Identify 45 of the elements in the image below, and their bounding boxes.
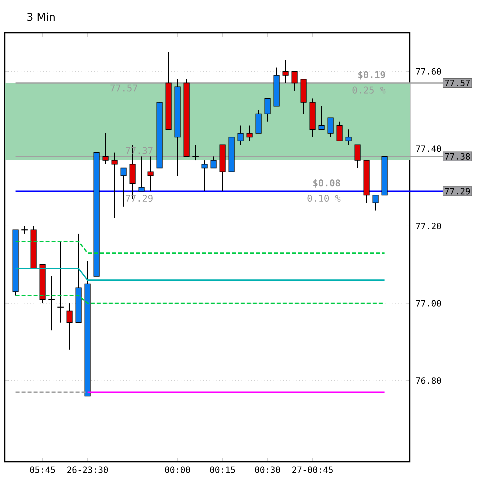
candlestick (282, 60, 289, 84)
candlestick (66, 303, 73, 350)
candlestick (102, 133, 109, 165)
annotation: 0.10 % (308, 194, 341, 202)
candlestick (48, 276, 56, 331)
ref-line-label: 77.57 (445, 80, 470, 86)
y-tick-label: 77.40 (416, 146, 442, 152)
candlestick (336, 121, 343, 142)
y-tick-label: 77.60 (416, 68, 442, 75)
candlestick (264, 98, 271, 122)
candlestick (210, 156, 217, 169)
candlestick (292, 71, 298, 92)
candlestick (372, 194, 379, 212)
annotation: 0.25 % (352, 86, 386, 94)
candlestick (202, 160, 208, 192)
y-tick-label: 77.00 (416, 300, 442, 307)
ref-line-label: 77.29 (445, 188, 470, 195)
annotation: $0.08 (314, 179, 340, 188)
candlestick (138, 156, 145, 192)
candlestick (318, 106, 325, 130)
chart-title: 3 Min (28, 12, 55, 22)
candlestick (346, 129, 352, 146)
annotation: 77.29 (126, 194, 153, 202)
y-tick-label: 77.20 (416, 222, 442, 230)
x-tick-label: 00:30 (255, 466, 280, 474)
candlestick (256, 110, 262, 134)
x-tick-label: 26-23:30 (68, 466, 108, 474)
ref-line-label: 77.38 (445, 153, 470, 160)
annotation: 77.57 (110, 84, 138, 92)
y-tick-label: 76.80 (416, 378, 442, 384)
x-tick-label: 00:00 (165, 466, 190, 474)
candlestick (120, 168, 127, 208)
candlestick (192, 144, 200, 161)
annotation: $0.19 (358, 71, 386, 80)
x-tick-label: 27-00:45 (292, 466, 333, 474)
candlestick (246, 125, 253, 142)
x-tick-label: 05:45 (30, 466, 56, 474)
candlestick (300, 78, 307, 115)
candlestick (148, 156, 154, 192)
candlestick (57, 241, 64, 324)
x-tick-label: 00:15 (210, 466, 236, 474)
candlestick (112, 152, 118, 219)
candlestick (354, 144, 361, 169)
candlestick (328, 118, 334, 138)
candlestick (238, 125, 244, 146)
